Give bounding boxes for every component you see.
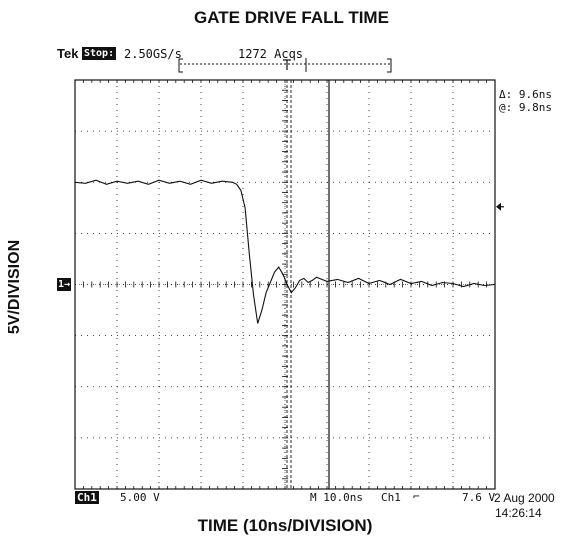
record-bar-left-bracket (178, 58, 183, 73)
falling-edge-icon: ⌐ (413, 490, 420, 503)
channel-badge: Ch1 (75, 491, 99, 504)
trigger-position-marker (283, 59, 291, 70)
capture-date: 2 Aug 2000 (494, 491, 555, 505)
cursor-position-readout: @: 9.8ns (499, 101, 552, 114)
cursor-lines (286, 80, 330, 489)
chart-title: GATE DRIVE FALL TIME (194, 8, 389, 27)
channel-1-trace (74, 179, 496, 324)
acquisition-count: 1272 Acqs (238, 47, 304, 61)
record-bar-right-bracket (387, 58, 392, 73)
sample-rate: 2.50GS/s (124, 47, 182, 61)
trigger-source: Ch1 (381, 491, 401, 504)
trigger-level: 7.6 V (462, 491, 496, 504)
timebase-readout: M 10.0ns (310, 491, 363, 504)
right-arrow-icon: → (64, 279, 71, 290)
run-state-badge: Stop: (82, 47, 117, 60)
brand-label: Tek (57, 46, 79, 61)
record-length-bar (178, 58, 392, 73)
ground-marker-label: 1 (58, 279, 65, 290)
volts-per-division: 5.00 V (120, 491, 160, 504)
capture-time: 14:26:14 (495, 506, 542, 520)
cursor-delta-readout: Δ: 9.6ns (499, 88, 552, 101)
trigger-level-arrow-icon (496, 202, 501, 211)
graticule (74, 79, 496, 490)
markers (496, 202, 504, 211)
channel-1-ground-marker: 1→ (57, 278, 72, 291)
x-axis-label: TIME (10ns/DIVISION) (197, 516, 373, 535)
